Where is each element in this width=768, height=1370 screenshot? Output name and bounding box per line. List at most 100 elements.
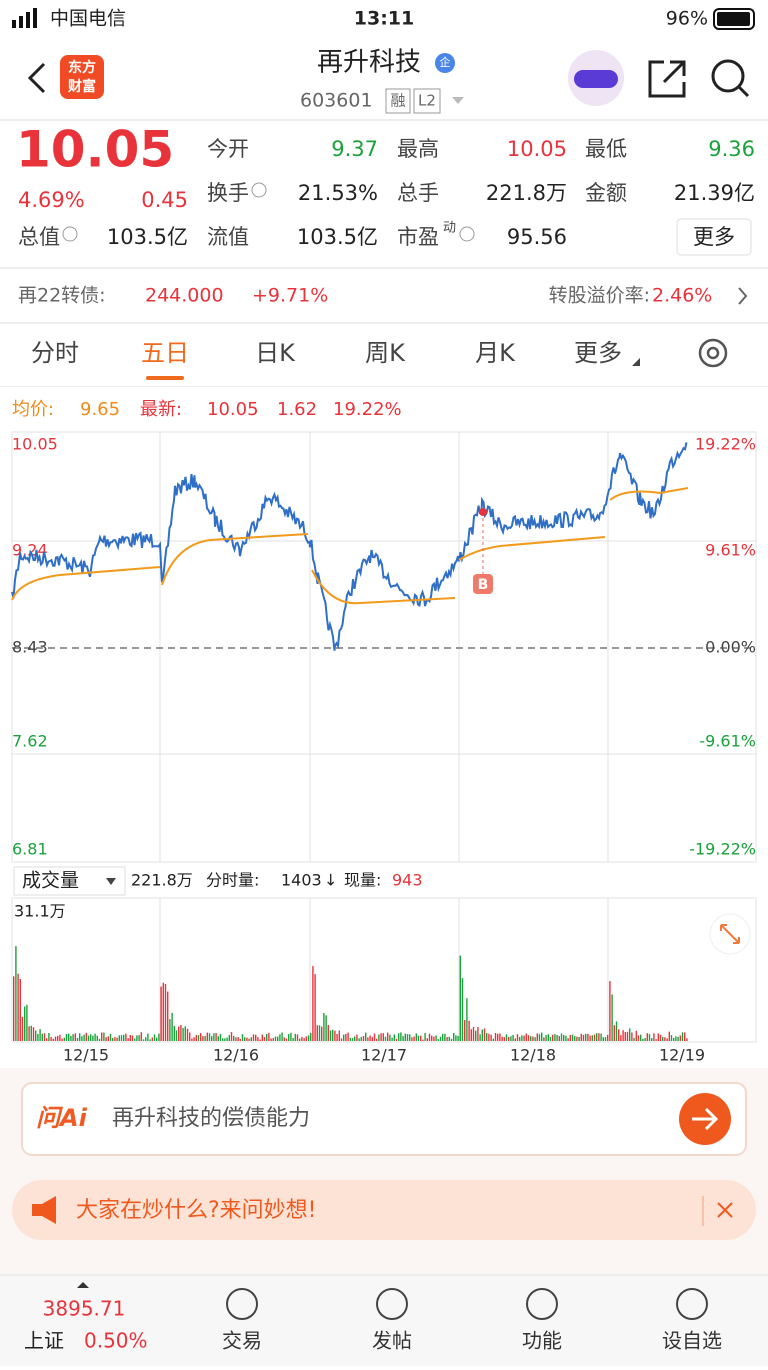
field-label: 最高 (397, 137, 439, 161)
volume-bar-deco (384, 1036, 387, 1041)
volume-bar-deco (272, 1038, 274, 1041)
banner[interactable] (12, 1180, 756, 1240)
now-label: 现量: (344, 871, 381, 890)
volume-bar-deco (202, 1036, 204, 1041)
volume-bar-deco (162, 982, 164, 1041)
volume-bar-deco (125, 1033, 127, 1041)
volume-bar-deco (327, 1024, 329, 1041)
tab-more-caret (632, 358, 640, 366)
volume-bar-deco (431, 1035, 433, 1041)
settings[interactable] (698, 338, 728, 368)
volume-bar-deco (246, 1037, 248, 1041)
search[interactable] (711, 59, 745, 93)
volume-bar-deco (112, 1038, 114, 1041)
battery-pct: 96% (666, 8, 708, 30)
volume-bar-deco (87, 1035, 90, 1041)
volume-bar-deco (292, 1038, 294, 1041)
volume-bar-deco (591, 1035, 593, 1041)
tab[interactable]: 分时 (31, 339, 79, 367)
volume-bar-deco (48, 1033, 50, 1041)
volume-bar-deco (455, 1035, 457, 1041)
volume-bar-deco (530, 1036, 532, 1041)
volume-select[interactable] (13, 866, 126, 896)
field-label: 总值 (18, 225, 60, 249)
buy-marker-label: B (478, 577, 489, 593)
now: 943 (392, 871, 423, 890)
nav-label[interactable]: 功能 (522, 1329, 562, 1353)
volume-bar-deco (336, 1034, 338, 1041)
volume-bar-deco (281, 1032, 283, 1041)
back[interactable] (27, 62, 46, 94)
volume-bar-deco (686, 1038, 688, 1041)
volume-bar-deco (362, 1036, 365, 1041)
volume-bar-deco (360, 1036, 362, 1041)
nav-label[interactable]: 交易 (222, 1329, 262, 1353)
volume-bar-deco (409, 1034, 411, 1041)
volume-bar-deco (312, 966, 314, 1041)
volume-bar-deco (424, 1032, 426, 1041)
volume-bar-deco (204, 1036, 206, 1041)
carrier: 中国电信 (50, 8, 126, 30)
volume-bar-deco (448, 1036, 450, 1041)
ai-box[interactable] (21, 1082, 747, 1156)
volume-bar-deco (217, 1036, 219, 1041)
volume-bar-deco (17, 973, 19, 1041)
last: 10.05 (207, 399, 259, 420)
field-label: 市盈 (397, 225, 439, 249)
tick-label: 分时量: (206, 871, 259, 890)
buy-marker (473, 574, 493, 594)
nav-icon[interactable] (226, 1288, 258, 1320)
volume-bar-deco (301, 1037, 303, 1041)
volume-bar-deco (129, 1035, 131, 1041)
share[interactable] (648, 60, 686, 98)
volume-bar-deco (426, 1038, 428, 1041)
volume-bar-deco (670, 1035, 673, 1041)
nav-icon[interactable] (676, 1288, 708, 1320)
volume-bar-deco (307, 1035, 310, 1041)
field-value: 21.39亿 (674, 181, 755, 205)
volume-bar-deco (233, 1035, 235, 1041)
volume-bar-deco (600, 1033, 602, 1041)
volume-bar-deco (664, 1037, 666, 1041)
field-label: 今开 (207, 137, 249, 161)
volume-bar-deco (525, 1033, 527, 1041)
more-button[interactable] (676, 218, 752, 256)
volume-bar-deco (15, 946, 17, 1041)
tab[interactable]: 五日 (141, 339, 189, 367)
volume-bar-deco (142, 1039, 145, 1041)
nav-label[interactable]: 发帖 (372, 1329, 412, 1353)
avg: 9.65 (80, 399, 120, 420)
volume-bar-deco (79, 1033, 81, 1041)
volume-bar-deco (477, 1027, 479, 1041)
volume-bar-deco (560, 1033, 563, 1041)
volume-bar-deco (90, 1034, 92, 1041)
volume-bar-deco (519, 1037, 521, 1041)
volume-bar-deco (279, 1034, 281, 1041)
volume-bar-deco (475, 1030, 477, 1041)
volume-bar-deco (582, 1034, 585, 1041)
volume-bar-deco (620, 1035, 622, 1041)
volume-bar-deco (329, 1030, 332, 1041)
volume-bar-deco (367, 1037, 369, 1041)
volume-bar-deco (428, 1033, 431, 1041)
volume-bar-deco (211, 1036, 213, 1041)
tab[interactable]: 日K (255, 339, 296, 367)
volume-bar-deco (191, 1038, 193, 1041)
volume-bar-deco (571, 1034, 574, 1041)
tab[interactable]: 周K (365, 339, 406, 367)
nav-label[interactable]: 设自选 (662, 1329, 722, 1353)
nav-icon[interactable] (376, 1288, 408, 1320)
tab[interactable]: 月K (475, 339, 516, 367)
more-label: 更多 (693, 225, 735, 249)
volume-bar-deco (226, 1037, 228, 1041)
logo (60, 55, 104, 99)
volume-bar-deco (574, 1036, 576, 1041)
volume-bar-deco (400, 1032, 402, 1041)
volume-bar-deco (420, 1035, 422, 1041)
volume-bar-deco (250, 1037, 252, 1041)
nav-icon[interactable] (526, 1288, 558, 1320)
volume-bar-deco (173, 1025, 175, 1041)
volume-bar-deco (263, 1037, 266, 1041)
tab[interactable]: 更多 (574, 339, 622, 367)
